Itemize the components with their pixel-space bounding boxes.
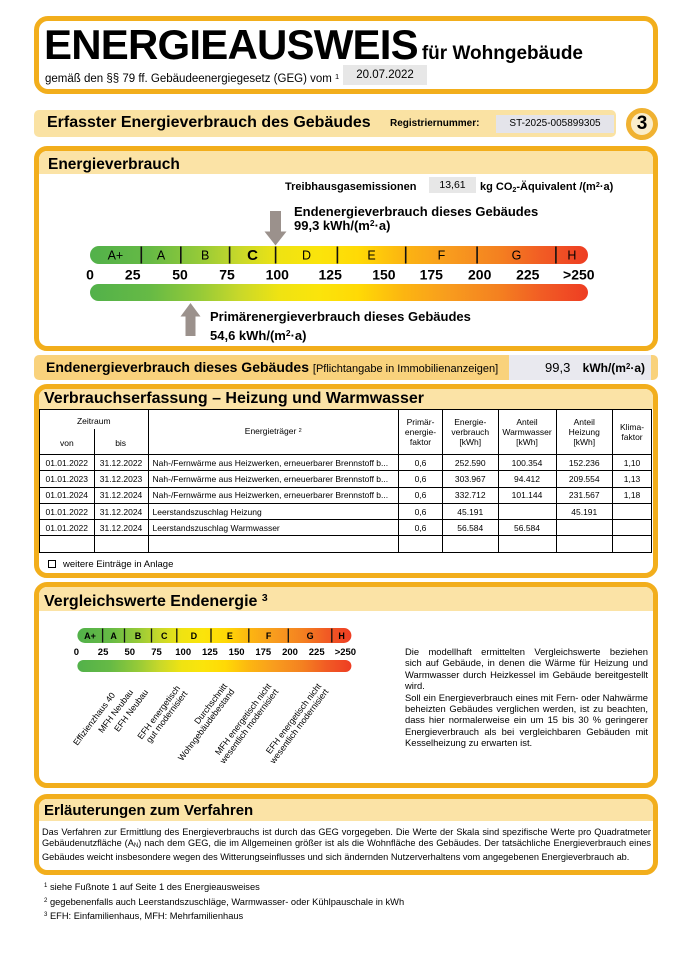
svg-text:225: 225 xyxy=(516,267,540,283)
svg-text:D: D xyxy=(191,631,198,641)
svg-text:200: 200 xyxy=(468,267,492,283)
svg-text:100: 100 xyxy=(266,267,290,283)
svg-text:A: A xyxy=(157,249,166,263)
svg-text:75: 75 xyxy=(219,267,235,283)
svg-text:H: H xyxy=(338,631,345,641)
svg-text:>250: >250 xyxy=(335,647,356,658)
svg-text:200: 200 xyxy=(282,647,298,658)
svg-text:225: 225 xyxy=(309,647,326,658)
svg-text:>250: >250 xyxy=(563,267,595,283)
svg-text:25: 25 xyxy=(98,647,109,658)
svg-text:C: C xyxy=(247,247,258,264)
svg-text:125: 125 xyxy=(202,647,219,658)
svg-text:A: A xyxy=(110,631,117,641)
svg-text:E: E xyxy=(367,249,375,263)
svg-text:50: 50 xyxy=(125,647,136,658)
svg-text:175: 175 xyxy=(420,267,444,283)
svg-text:G: G xyxy=(512,249,522,263)
svg-text:175: 175 xyxy=(255,647,272,658)
svg-text:125: 125 xyxy=(319,267,343,283)
svg-text:75: 75 xyxy=(151,647,162,658)
svg-text:G: G xyxy=(307,631,314,641)
svg-text:B: B xyxy=(201,249,209,263)
svg-text:A+: A+ xyxy=(84,631,96,641)
svg-text:100: 100 xyxy=(175,647,191,658)
svg-text:B: B xyxy=(135,631,142,641)
svg-text:H: H xyxy=(567,249,576,263)
svg-text:E: E xyxy=(227,631,233,641)
svg-text:C: C xyxy=(161,631,168,641)
svg-text:F: F xyxy=(438,249,446,263)
svg-text:F: F xyxy=(266,631,272,641)
svg-text:50: 50 xyxy=(172,267,188,283)
svg-text:150: 150 xyxy=(229,647,245,658)
svg-text:0: 0 xyxy=(86,267,94,283)
svg-text:0: 0 xyxy=(74,647,79,658)
svg-text:D: D xyxy=(302,249,311,263)
svg-text:A+: A+ xyxy=(108,249,124,263)
svg-text:150: 150 xyxy=(372,267,396,283)
svg-text:25: 25 xyxy=(125,267,141,283)
